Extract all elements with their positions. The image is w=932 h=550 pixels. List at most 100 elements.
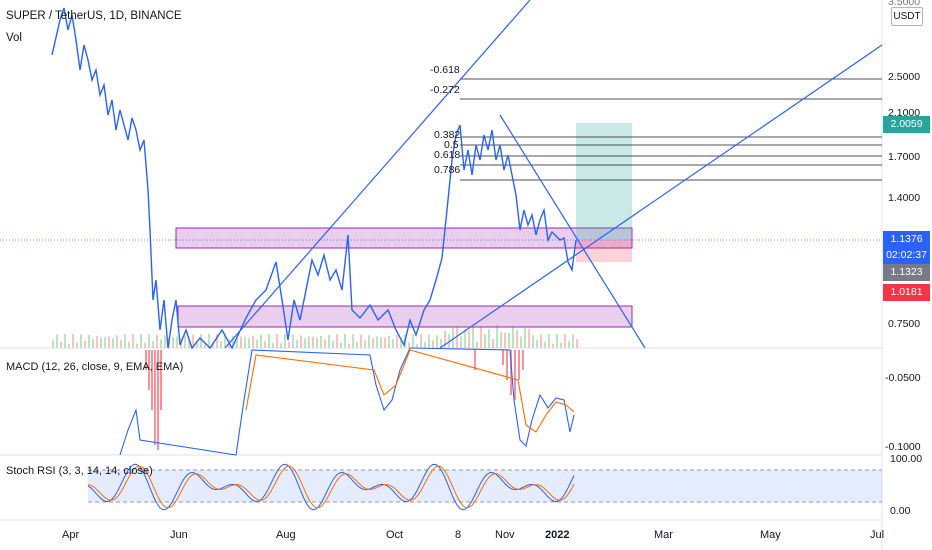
time-axis-label: Mar [654, 529, 673, 541]
volume-bar [352, 334, 354, 348]
price-axis-label: 1.7000 [888, 151, 921, 163]
volume-bar [172, 336, 174, 348]
volume-bar [268, 334, 270, 348]
volume-bar [184, 335, 186, 348]
volume-bar [80, 334, 82, 348]
trendline-ascending[interactable] [439, 44, 883, 349]
volume-bar [424, 342, 426, 348]
volume-bar [292, 334, 294, 348]
volume-bar [88, 334, 90, 348]
volume-bar [216, 334, 218, 348]
macd-histogram-bar [160, 350, 162, 410]
price-axis-label: 2.5000 [888, 71, 921, 83]
volume-bar [288, 341, 290, 348]
volume-bar [92, 339, 94, 348]
volume-bar [524, 328, 526, 348]
volume-bar [484, 334, 486, 348]
volume-bar [328, 334, 330, 348]
volume-bar [356, 341, 358, 348]
volume-bar [432, 340, 434, 348]
volume-bar [76, 342, 78, 348]
volume-bar [384, 337, 386, 348]
macd-signal-line[interactable] [245, 349, 575, 433]
macd-histogram-bar [154, 350, 156, 445]
volume-bar [320, 335, 322, 348]
stoch-k-line[interactable] [87, 463, 575, 511]
volume-bar [176, 336, 178, 348]
time-axis-label: 8 [455, 529, 462, 541]
macd-title[interactable]: MACD (12, 26, close, 9, EMA, EMA) [6, 361, 184, 373]
volume-bar [100, 337, 102, 348]
volume-bar [348, 343, 350, 348]
macd-histogram-bar [522, 350, 524, 370]
volume-bar [248, 337, 250, 348]
volume-bar [392, 338, 394, 348]
volume-bar [160, 339, 162, 348]
volume-bar [280, 343, 282, 348]
volume-bar [72, 334, 74, 348]
price-line[interactable] [51, 7, 577, 350]
volume-bar [496, 325, 498, 348]
volume-bar [544, 341, 546, 348]
macd-histogram-bar [148, 350, 150, 390]
volume-bar [312, 336, 314, 348]
volume-bar [468, 330, 470, 348]
volume-bar [52, 340, 54, 348]
volume-bar [96, 335, 98, 348]
volume-bar [472, 327, 474, 348]
currency-button[interactable]: USDT [891, 7, 923, 26]
stoch-d-line[interactable] [87, 465, 575, 509]
stoch-rsi-title[interactable]: Stoch RSI (3, 3, 14, 14, close) [6, 465, 153, 477]
volume-bar [464, 329, 466, 348]
last-price-tag: 1.1376 [883, 231, 930, 248]
volume-bar [196, 341, 198, 348]
volume-bar [104, 336, 106, 348]
volume-bar [132, 334, 134, 348]
volume-bar [112, 338, 114, 348]
volume-bars [52, 325, 578, 348]
volume-bar [128, 341, 130, 348]
volume-label[interactable]: Vol [6, 32, 22, 44]
volume-bar [532, 335, 534, 348]
volume-bar [296, 339, 298, 348]
position-profit-zone[interactable] [576, 123, 632, 240]
volume-bar [564, 334, 566, 348]
volume-bar [520, 336, 522, 348]
volume-bar [476, 341, 478, 348]
volume-bar [256, 339, 258, 348]
symbol-title[interactable]: SUPER / TetherUS, 1D, BINANCE [6, 10, 182, 22]
fib-lines[interactable] [460, 78, 882, 181]
volume-bar [568, 340, 570, 348]
volume-bar [420, 334, 422, 348]
macd-histogram-bar [502, 350, 504, 365]
volume-bar [308, 336, 310, 348]
volume-bar [212, 343, 214, 348]
trendline-ascending-steep[interactable] [224, 0, 531, 349]
macd-line[interactable] [119, 347, 575, 456]
macd-axis-label: -0.0500 [885, 372, 921, 384]
volume-bar [204, 343, 206, 348]
price-axis-label: 0.7500 [888, 318, 921, 330]
volume-bar [192, 334, 194, 348]
volume-bar [300, 335, 302, 348]
volume-bar [284, 334, 286, 348]
volume-bar [236, 337, 238, 348]
macd-histogram [145, 350, 524, 450]
time-axis-label: Apr [62, 529, 80, 541]
volume-bar [444, 330, 446, 348]
volume-bar [220, 341, 222, 348]
fib-label: 0.5 [444, 139, 459, 151]
volume-bar [396, 334, 398, 348]
volume-bar [232, 335, 234, 348]
volume-bar [208, 334, 210, 348]
volume-bar [108, 336, 110, 348]
volume-bar [504, 332, 506, 348]
stoch-axis-label: 0.00 [890, 505, 911, 517]
trendline-descending[interactable] [499, 114, 646, 349]
volume-bar [456, 327, 458, 348]
resistance-zone[interactable] [175, 227, 633, 249]
volume-bar [436, 335, 438, 348]
macd-histogram-bar [514, 350, 516, 400]
volume-bar [376, 336, 378, 348]
